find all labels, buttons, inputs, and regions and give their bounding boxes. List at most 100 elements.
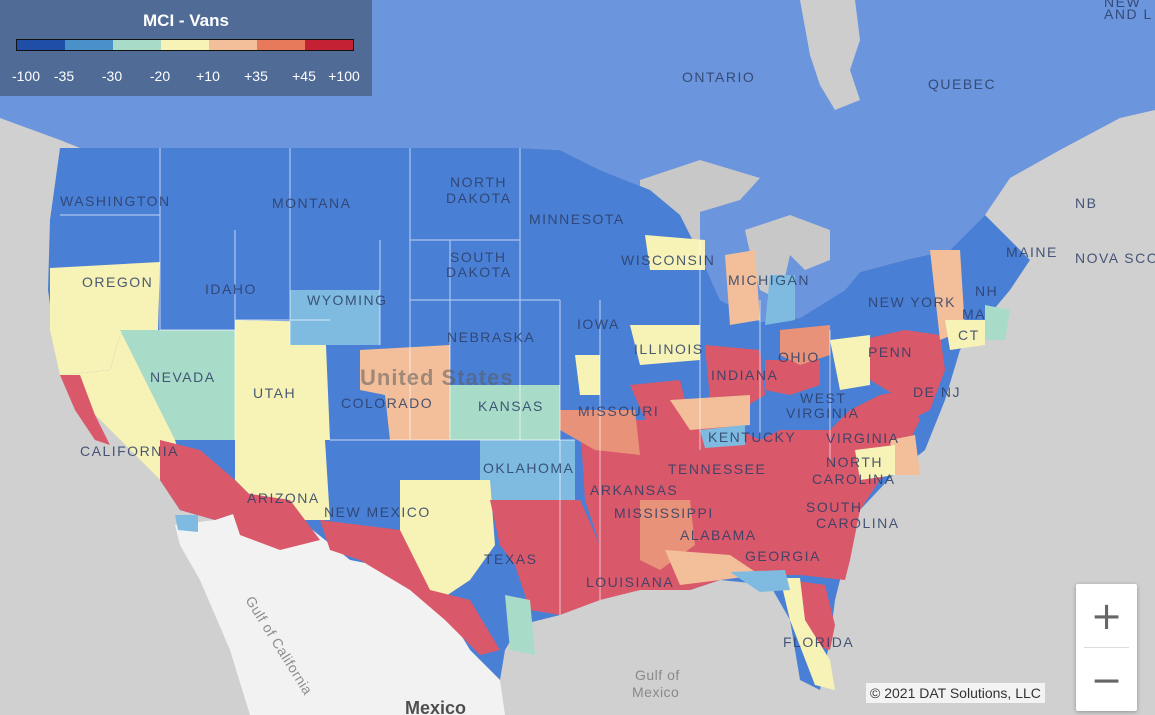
region-nc-yellow <box>855 445 895 480</box>
label-alabama: ALABAMA <box>680 527 757 543</box>
label-newfoundland-1: NEW <box>1104 0 1141 10</box>
label-colorado: COLORADO <box>341 395 433 411</box>
label-north-dakota-1: NORTH <box>450 174 507 190</box>
label-west-virginia-1: WEST <box>800 390 846 406</box>
legend-tick-label: +100 <box>328 68 360 84</box>
label-minnesota: MINNESOTA <box>529 211 625 227</box>
label-north-carolina-2: CAROLINA <box>812 471 896 487</box>
label-indiana: INDIANA <box>711 367 778 383</box>
zoom-divider <box>1084 647 1129 648</box>
region-ohio-orange <box>780 325 830 365</box>
region-gulf-lightblue <box>730 570 790 592</box>
label-arkansas: ARKANSAS <box>590 482 678 498</box>
region-florida-yellow <box>780 578 835 690</box>
region-pa-yellow <box>830 335 870 390</box>
legend-tick-label: +10 <box>196 68 220 84</box>
label-texas: TEXAS <box>484 551 537 567</box>
region-pacific-nw-yellow <box>50 262 160 375</box>
label-virginia: VIRGINIA <box>826 430 899 446</box>
region-kentucky-lightblue <box>700 425 745 448</box>
label-mexico: Mexico <box>405 698 466 715</box>
legend-tick-label: -30 <box>101 68 123 84</box>
region-michigan-peach <box>725 250 760 325</box>
region-ny-teal <box>985 305 1010 340</box>
mexico-region <box>175 505 505 715</box>
legend-tick-label: +35 <box>244 68 268 84</box>
legend-title: MCI - Vans <box>143 11 229 30</box>
label-kansas: KANSAS <box>478 398 544 414</box>
label-north-carolina-1: NORTH <box>826 454 883 470</box>
legend-swatch-0 <box>17 40 65 50</box>
region-missouri-red <box>630 380 690 430</box>
label-nebraska: NEBRASKA <box>447 329 535 345</box>
zoom-out-button[interactable]: − <box>1090 657 1123 702</box>
label-arizona: ARIZONA <box>247 490 320 506</box>
region-arizona-red <box>225 490 320 550</box>
region-utah-yellow <box>235 320 330 440</box>
label-nh: NH <box>975 283 998 299</box>
legend-tick-label: +45 <box>292 68 316 84</box>
label-wyoming: WYOMING <box>307 292 388 308</box>
label-north-dakota-2: DAKOTA <box>446 190 512 206</box>
legend-tick-label: -20 <box>149 68 171 84</box>
label-louisiana: LOUISIANA <box>586 574 674 590</box>
label-tennessee: TENNESSEE <box>668 461 766 477</box>
label-newfoundland-2: AND L <box>1104 6 1153 22</box>
region-kentucky-peach <box>670 395 750 430</box>
label-kentucky: KENTUCKY <box>708 429 796 445</box>
label-quebec: QUEBEC <box>928 76 996 92</box>
region-wyoming-lightblue <box>290 290 380 345</box>
label-illinois: ILLINOIS <box>634 341 704 357</box>
label-west-virginia-2: VIRGINIA <box>786 405 859 421</box>
label-pennsylvania: PENN <box>868 344 913 360</box>
legend-tick-label: -100 <box>11 68 41 84</box>
lake-michigan-huron <box>745 215 830 300</box>
region-illinois-yellow <box>630 325 700 365</box>
label-ontario: ONTARIO <box>682 69 755 85</box>
label-south-carolina-1: SOUTH <box>806 499 863 515</box>
label-missouri: MISSOURI <box>578 403 659 419</box>
region-south-texas-teal <box>505 595 535 655</box>
label-utah: UTAH <box>253 385 296 401</box>
label-california: CALIFORNIA <box>80 443 179 459</box>
legend-swatch-4 <box>209 40 257 50</box>
region-ms-river-yellow <box>575 355 600 395</box>
label-south-dakota-2: DAKOTA <box>446 264 512 280</box>
label-wisconsin: WISCONSIN <box>621 252 715 268</box>
legend-swatch-3 <box>161 40 209 50</box>
label-montana: MONTANA <box>272 195 351 211</box>
region-kansas-teal <box>450 385 560 440</box>
zoom-in-button[interactable]: + <box>1090 593 1123 638</box>
label-united-states: United States <box>360 365 514 390</box>
label-south-carolina-2: CAROLINA <box>816 515 900 531</box>
attribution-text: © 2021 DAT Solutions, LLC <box>866 683 1045 703</box>
label-nova-scotia: NOVA SCO <box>1075 250 1155 266</box>
label-idaho: IDAHO <box>205 281 257 297</box>
legend-swatch-2 <box>113 40 161 50</box>
label-new-york: NEW YORK <box>868 294 956 310</box>
region-california-red <box>60 375 110 445</box>
label-nb: NB <box>1075 195 1097 211</box>
legend-swatch-1 <box>65 40 113 50</box>
region-ct-yellow <box>945 320 985 350</box>
region-northeast-red <box>860 330 945 420</box>
label-michigan: MICHIGAN <box>728 272 810 288</box>
region-wisconsin-yellow <box>645 235 705 270</box>
hudson-bay <box>800 0 860 110</box>
label-washington: WASHINGTON <box>60 193 171 209</box>
label-gulf-of-mexico-1: Gulf of <box>635 667 680 683</box>
state-borders <box>60 148 831 615</box>
legend-panel: MCI - Vans -100 -35 -30 -20 +10 +35 +45 +100 <box>0 0 372 96</box>
region-nevada-teal <box>120 330 235 440</box>
label-ct: CT <box>958 327 980 343</box>
region-deep-south-peach <box>665 550 760 585</box>
label-oregon: OREGON <box>82 274 153 290</box>
region-mi-lightblue <box>765 275 795 325</box>
label-florida: FLORIDA <box>783 634 854 650</box>
region-tx-border-red <box>320 520 500 655</box>
legend-swatch-6 <box>305 40 353 50</box>
label-ohio: OHIO <box>778 349 820 365</box>
label-new-mexico: NEW MEXICO <box>324 504 431 520</box>
region-ohio-red <box>765 360 820 395</box>
